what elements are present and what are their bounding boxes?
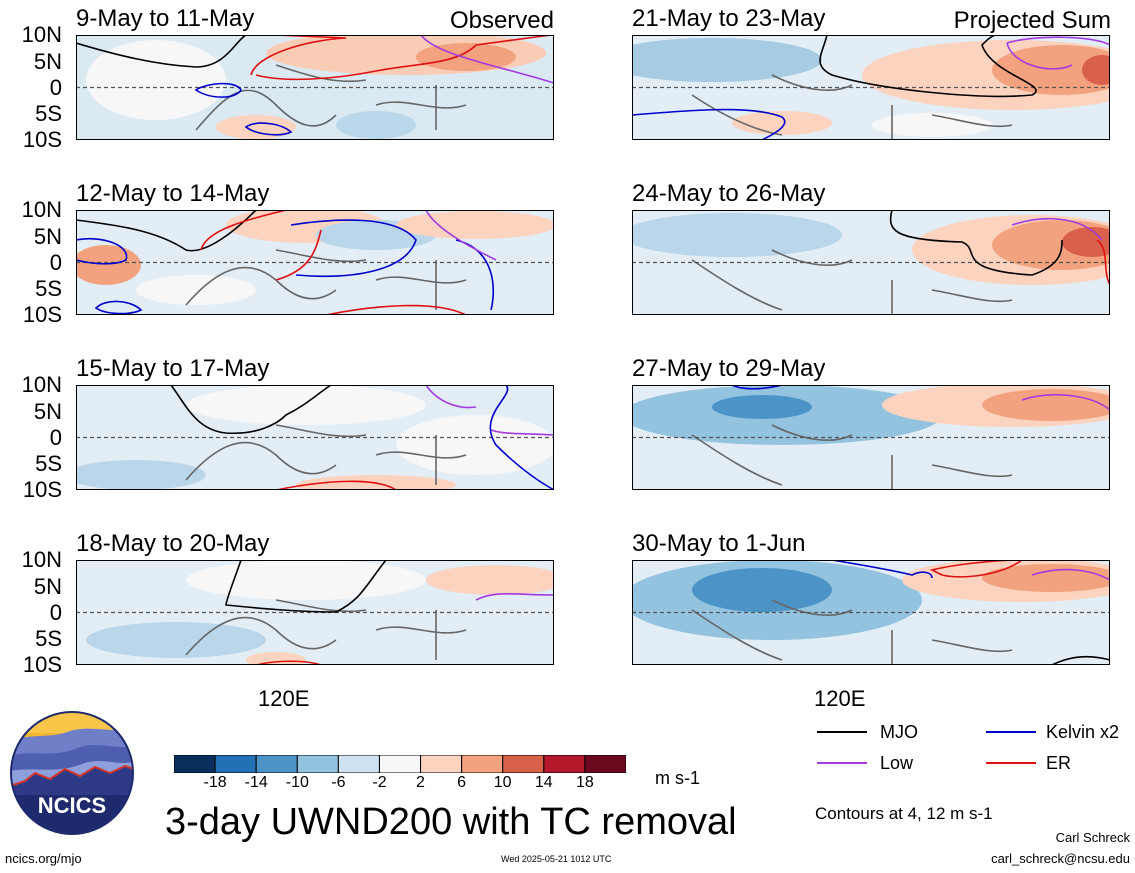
- colorbar-units: m s-1: [655, 768, 700, 788]
- map-panel: [632, 560, 1110, 665]
- colorbar-box: [214, 755, 257, 773]
- map-panel: [76, 385, 554, 490]
- lat-tick-label: 0: [49, 250, 62, 275]
- lat-tick-label: 10N: [21, 197, 62, 222]
- map-panel: [76, 210, 554, 315]
- colorbar-tick-label: -18: [203, 774, 227, 791]
- colorbar-box: [296, 755, 339, 773]
- lat-tick-label: 0: [49, 600, 62, 625]
- footer-url[interactable]: ncics.org/mjo: [5, 851, 82, 866]
- colorbar-tick-label: 10: [493, 774, 512, 791]
- lat-tick-label: 10N: [21, 22, 62, 47]
- panel-title: 18-May to 20-May: [76, 530, 270, 557]
- lat-tick-label: 5S: [35, 626, 62, 651]
- colorbar-box: [255, 755, 298, 773]
- colorbar-tick-label: -6: [331, 774, 346, 791]
- panel-title: 24-May to 26-May: [632, 180, 826, 207]
- main-title: 3-day UWND200 with TC removal: [165, 801, 737, 843]
- panel-title: 9-May to 11-May: [76, 5, 255, 32]
- lat-tick-label: 0: [49, 425, 62, 450]
- map-panel: [632, 35, 1110, 140]
- colorbar: [174, 755, 626, 773]
- colorbar-box: [378, 755, 422, 773]
- colorbar-box: [502, 755, 545, 773]
- colorbar-box: [461, 755, 504, 773]
- ncics-logo: NCICS: [10, 711, 134, 835]
- lat-tick-label: 5S: [35, 276, 62, 301]
- colorbar-tick-label: 14: [534, 774, 553, 791]
- lat-tick-label: 0: [49, 75, 62, 100]
- panel-title: 15-May to 17-May: [76, 355, 270, 382]
- lat-tick-label: 5S: [35, 451, 62, 476]
- lat-tick-label: 10S: [22, 302, 62, 327]
- column-tag: Projected Sum: [953, 7, 1111, 34]
- legend-swatch-mjo: [817, 731, 867, 733]
- colorbar-box: [337, 755, 380, 773]
- lat-tick-label: 5N: [33, 224, 62, 249]
- map-panel: [76, 560, 554, 665]
- colorbar-tick-label: 2: [416, 774, 425, 791]
- lat-tick-label: 5S: [35, 101, 62, 126]
- map-panel: [632, 210, 1110, 315]
- legend-swatch-er: [986, 762, 1036, 764]
- lat-tick-label: 10S: [22, 477, 62, 502]
- colorbar-box: [420, 755, 463, 773]
- panel-title: 27-May to 29-May: [632, 355, 826, 382]
- colorbar-tick-label: 6: [457, 774, 467, 791]
- map-panel: [632, 385, 1110, 490]
- lat-tick-label: 5N: [33, 49, 62, 74]
- lat-tick-label: 5N: [33, 574, 62, 599]
- legend-label-kelvin: Kelvin x2: [1046, 722, 1120, 742]
- map-panel: [76, 35, 554, 140]
- legend-label-mjo: MJO: [880, 722, 918, 742]
- lat-tick-label: 10N: [21, 372, 62, 397]
- legend-swatch-kelvin: [986, 731, 1036, 733]
- colorbar-tick-label: 18: [575, 774, 594, 791]
- colorbar-box: [174, 755, 216, 773]
- lon-tick-label: 120E: [814, 686, 866, 711]
- colorbar-box: [584, 755, 626, 773]
- logo-text: NCICS: [37, 793, 107, 818]
- column-tag: Observed: [449, 7, 554, 34]
- lat-tick-label: 10S: [22, 652, 62, 677]
- contour-note: Contours at 4, 12 m s-1: [815, 804, 993, 823]
- footer-author: Carl Schreck: [1055, 830, 1130, 845]
- footer-email[interactable]: carl_schreck@ncsu.edu: [991, 851, 1130, 866]
- colorbar-ticks: -18 -14 -10 -6 -2 2 6 10 14 18: [174, 775, 626, 793]
- panel-title: 30-May to 1-Jun: [632, 530, 806, 557]
- lat-tick-label: 10N: [21, 547, 62, 572]
- lat-tick-label: 5N: [33, 399, 62, 424]
- colorbar-box: [543, 755, 586, 773]
- colorbar-tick-label: -2: [372, 774, 387, 791]
- legend-swatch-low: [817, 762, 867, 764]
- lon-tick-label: 120E: [258, 686, 310, 711]
- panel-title: 12-May to 14-May: [76, 180, 270, 207]
- panel-title: 21-May to 23-May: [632, 5, 826, 32]
- legend-label-er: ER: [1046, 753, 1072, 773]
- lat-tick-label: 10S: [22, 127, 62, 152]
- colorbar-tick-label: -10: [285, 774, 309, 791]
- legend-label-low: Low: [880, 753, 914, 773]
- footer-timestamp: Wed 2025-05-21 1012 UTC: [501, 854, 612, 864]
- colorbar-tick-label: -14: [244, 774, 268, 791]
